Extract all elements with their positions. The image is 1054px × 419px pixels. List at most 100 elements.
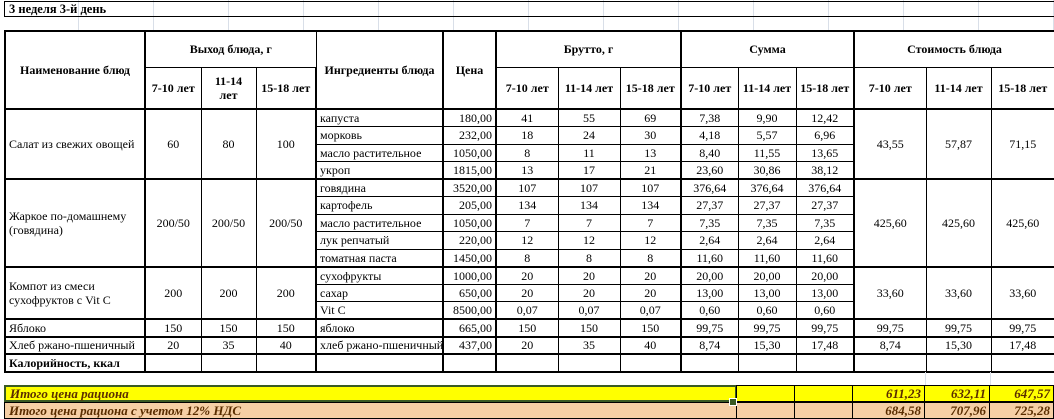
empty-cell[interactable]: [680, 353, 739, 372]
ingredient-cell[interactable]: говядина: [315, 178, 444, 197]
output-cell[interactable]: 200/50: [200, 178, 257, 268]
brutto-cell[interactable]: 69: [619, 108, 683, 127]
ingredient-cell[interactable]: Vit C: [315, 301, 444, 320]
price-cell[interactable]: 3520,00: [442, 178, 497, 197]
output-cell[interactable]: 40: [255, 336, 317, 355]
ingredient-cell[interactable]: укроп: [315, 161, 444, 180]
output-cell[interactable]: 80: [200, 108, 257, 180]
brutto-cell[interactable]: 30: [619, 126, 683, 145]
output-cell[interactable]: 20: [144, 336, 202, 355]
header-sum-age-3[interactable]: 15-18 лет: [795, 66, 856, 110]
header-cost-age-2[interactable]: 11-14 лет: [925, 66, 992, 110]
empty-cell[interactable]: [442, 353, 497, 372]
cost-cell[interactable]: 17,48: [990, 336, 1054, 355]
cost-cell[interactable]: 33,60: [853, 266, 927, 320]
total-vat-value[interactable]: 707,96: [924, 402, 990, 419]
brutto-cell[interactable]: 20: [495, 336, 559, 355]
brutto-cell[interactable]: 0,07: [619, 301, 683, 320]
sum-cell[interactable]: 11,60: [795, 248, 856, 268]
brutto-cell[interactable]: 107: [619, 178, 683, 197]
header-dish-name[interactable]: Наименование блюд: [4, 30, 146, 110]
dish-name-cell[interactable]: Яблоко: [4, 318, 146, 338]
brutto-cell[interactable]: 7: [619, 213, 683, 232]
sum-cell[interactable]: 0,60: [680, 301, 739, 320]
sum-cell[interactable]: 8,74: [680, 336, 739, 355]
title-cell[interactable]: 3 неделя 3-й день: [4, 1, 1054, 17]
header-brutto-age-3[interactable]: 15-18 лет: [619, 66, 683, 110]
price-cell[interactable]: 8500,00: [442, 301, 497, 320]
brutto-cell[interactable]: 7: [557, 213, 621, 232]
sum-cell[interactable]: 11,60: [680, 248, 739, 268]
sum-cell[interactable]: 30,86: [737, 161, 797, 180]
price-cell[interactable]: 1450,00: [442, 248, 497, 268]
ingredient-cell[interactable]: масло растительное: [315, 143, 444, 162]
sum-cell[interactable]: 99,75: [795, 318, 856, 338]
total-vat-value[interactable]: 725,28: [989, 402, 1054, 419]
header-cost-age-1[interactable]: 7-10 лет: [853, 66, 927, 110]
sum-cell[interactable]: 376,64: [737, 178, 797, 197]
header-sum-age-1[interactable]: 7-10 лет: [680, 66, 739, 110]
output-cell[interactable]: 150: [255, 318, 317, 338]
empty-cell[interactable]: [619, 353, 683, 372]
sum-cell[interactable]: 2,64: [737, 231, 797, 250]
sum-cell[interactable]: 7,38: [680, 108, 739, 127]
ingredient-cell[interactable]: масло растительное: [315, 213, 444, 232]
brutto-cell[interactable]: 0,07: [495, 301, 559, 320]
brutto-cell[interactable]: 150: [495, 318, 559, 338]
calories-label[interactable]: Калорийность, ккал: [4, 353, 146, 372]
empty-cell[interactable]: [853, 353, 927, 372]
brutto-cell[interactable]: 134: [495, 196, 559, 215]
empty-cell[interactable]: [736, 402, 795, 419]
brutto-cell[interactable]: 20: [495, 283, 559, 302]
empty-cell[interactable]: [794, 402, 853, 419]
sum-cell[interactable]: 99,75: [680, 318, 739, 338]
sum-cell[interactable]: 8,40: [680, 143, 739, 162]
sum-cell[interactable]: 6,96: [795, 126, 856, 145]
brutto-cell[interactable]: 40: [619, 336, 683, 355]
header-cost-age-3[interactable]: 15-18 лет: [990, 66, 1054, 110]
brutto-cell[interactable]: 20: [619, 266, 683, 285]
ingredient-cell[interactable]: капуста: [315, 108, 444, 127]
price-cell[interactable]: 437,00: [442, 336, 497, 355]
brutto-cell[interactable]: 20: [619, 283, 683, 302]
sum-cell[interactable]: 13,00: [737, 283, 797, 302]
sum-cell[interactable]: 2,64: [795, 231, 856, 250]
total-vat-label-cell[interactable]: Итого цена рациона с учетом 12% НДС: [4, 402, 737, 419]
empty-cell[interactable]: [557, 353, 621, 372]
empty-cell[interactable]: [925, 353, 992, 372]
header-output-age-2[interactable]: 11-14 лет: [200, 66, 257, 110]
price-cell[interactable]: 180,00: [442, 108, 497, 127]
ingredient-cell[interactable]: хлеб ржано-пшеничный: [315, 336, 444, 355]
sum-cell[interactable]: 7,35: [737, 213, 797, 232]
header-sum-age-2[interactable]: 11-14 лет: [737, 66, 797, 110]
output-cell[interactable]: 60: [144, 108, 202, 180]
total-price-value[interactable]: 611,23: [852, 385, 925, 402]
total-price-value[interactable]: 632,11: [924, 385, 990, 402]
sum-cell[interactable]: 27,37: [680, 196, 739, 215]
price-cell[interactable]: 232,00: [442, 126, 497, 145]
sum-cell[interactable]: 99,75: [737, 318, 797, 338]
output-cell[interactable]: 200: [200, 266, 257, 320]
sum-cell[interactable]: 5,57: [737, 126, 797, 145]
header-ingredients[interactable]: Ингредиенты блюда: [315, 30, 444, 110]
price-cell[interactable]: 1000,00: [442, 266, 497, 285]
sum-cell[interactable]: 7,35: [680, 213, 739, 232]
brutto-cell[interactable]: 20: [557, 266, 621, 285]
brutto-cell[interactable]: 12: [495, 231, 559, 250]
ingredient-cell[interactable]: сухофрукты: [315, 266, 444, 285]
brutto-cell[interactable]: 20: [495, 266, 559, 285]
brutto-cell[interactable]: 11: [557, 143, 621, 162]
sum-cell[interactable]: 20,00: [795, 266, 856, 285]
output-cell[interactable]: 100: [255, 108, 317, 180]
brutto-cell[interactable]: 107: [557, 178, 621, 197]
cost-cell[interactable]: 15,30: [925, 336, 992, 355]
dish-name-cell[interactable]: Салат из свежих овощей: [4, 108, 146, 180]
sum-cell[interactable]: 13,65: [795, 143, 856, 162]
price-cell[interactable]: 1815,00: [442, 161, 497, 180]
sum-cell[interactable]: 4,18: [680, 126, 739, 145]
cost-cell[interactable]: 43,55: [853, 108, 927, 180]
brutto-cell[interactable]: 150: [619, 318, 683, 338]
brutto-cell[interactable]: 24: [557, 126, 621, 145]
price-cell[interactable]: 665,00: [442, 318, 497, 338]
header-brutto-age-1[interactable]: 7-10 лет: [495, 66, 559, 110]
